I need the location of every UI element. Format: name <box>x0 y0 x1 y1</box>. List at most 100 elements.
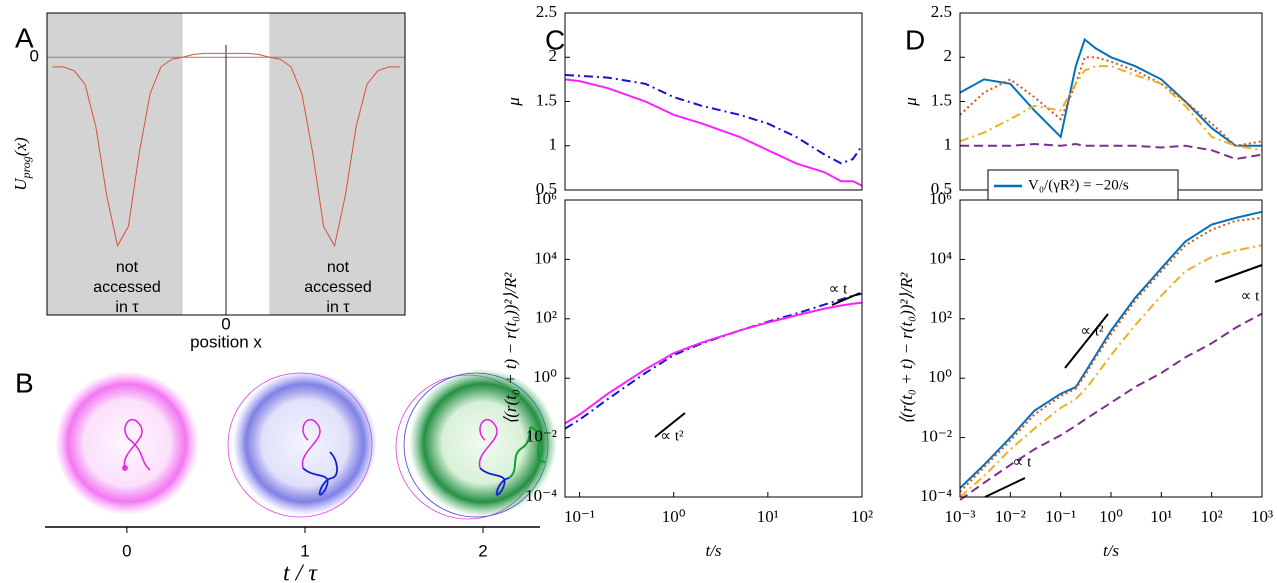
x-axis-label: position x <box>190 332 262 351</box>
series-line <box>564 292 863 430</box>
shaded-region <box>47 13 183 315</box>
y-tick-label: 0.5 <box>931 179 952 198</box>
annotation: accessed <box>93 279 161 296</box>
shaded-region <box>269 13 405 315</box>
y-axis-label-tail: (x) <box>11 137 30 156</box>
x-tick-label: 0 <box>221 314 230 333</box>
x-axis-label: t/s <box>1103 541 1119 560</box>
annotation: not <box>327 259 350 276</box>
legend-label: V₀/(γR²) = −20/s <box>1028 177 1129 193</box>
panel-label: B <box>15 367 34 398</box>
annotation: ∝ t² <box>1080 323 1104 339</box>
y-axis-label: ⟨(r(t₀ + t) − r(t₀))²⟩/R² <box>501 272 520 425</box>
x-tick-label: 10⁻¹ <box>564 507 595 526</box>
cell-green <box>409 369 557 517</box>
annotation: ∝ t² <box>660 428 684 444</box>
y-axis-label: ⟨(r(t₀ + t) − r(t₀))²⟩/R² <box>897 272 916 425</box>
y-axis-label: μ <box>901 97 920 107</box>
slope-guide <box>1214 264 1263 283</box>
plot-frame <box>564 12 863 191</box>
slope-guide <box>1064 313 1109 369</box>
series-line <box>959 210 1263 489</box>
annotation: in τ <box>115 299 139 316</box>
y-tick-label: 10⁴ <box>929 248 952 267</box>
plot-frame <box>959 199 1263 498</box>
panel-b-diagram <box>55 369 557 520</box>
series-line <box>564 78 863 187</box>
y-axis-label-main: μ <box>504 97 523 107</box>
x-tick-label: 10⁰ <box>662 507 686 526</box>
trajectory <box>123 418 151 471</box>
x-axis-label: t/s <box>705 541 721 560</box>
slope-guide <box>654 412 686 438</box>
y-axis-label-sub: prog <box>19 156 33 179</box>
series-line <box>960 142 1263 161</box>
y-tick-label: 10⁶ <box>534 189 557 208</box>
trajectory <box>508 426 546 479</box>
plot-area <box>565 13 862 190</box>
x-tick-label: 10⁻¹ <box>1045 507 1076 526</box>
series-line <box>959 37 1262 147</box>
x-tick-label: 10¹ <box>757 507 779 526</box>
y-tick-label: 0 <box>30 47 39 66</box>
y-tick-label: 10⁻² <box>921 427 952 446</box>
x-tick-label: 1 <box>300 541 309 560</box>
y-tick-label: 1 <box>549 135 558 154</box>
y-tick-label: 10⁰ <box>533 367 557 386</box>
series-line <box>52 52 400 248</box>
x-tick-label: 2 <box>478 541 487 560</box>
y-tick-label: 10⁴ <box>534 248 557 267</box>
y-tick-label: 1.5 <box>931 90 952 109</box>
y-tick-label: 1 <box>944 135 953 154</box>
plot-frame <box>564 199 863 498</box>
trajectory <box>301 418 321 469</box>
annotation: ∝ t <box>1241 288 1260 304</box>
annotation: ∝ t <box>829 281 848 297</box>
plot-area <box>960 13 1262 190</box>
series-line <box>959 312 1263 501</box>
y-tick-label: 2.5 <box>536 2 557 21</box>
y-tick-label: 10⁶ <box>929 189 952 208</box>
y-tick-label: 2 <box>944 46 953 65</box>
plot-area <box>565 200 862 497</box>
series-line <box>564 74 863 165</box>
x-tick-label: 10⁰ <box>1099 507 1123 526</box>
cell-blue <box>233 371 377 515</box>
y-axis-label-main: U <box>11 177 30 191</box>
x-tick-label: 10² <box>1201 507 1223 526</box>
trajectory <box>479 467 510 496</box>
x-tick-label: 10³ <box>1251 507 1273 526</box>
x-tick-label: 10⁻³ <box>944 507 975 526</box>
x-tick-label: 10⁻² <box>995 507 1026 526</box>
cell-pink <box>55 371 199 515</box>
x-axis-label: t / τ <box>283 561 318 583</box>
y-tick-label: 2 <box>549 46 558 65</box>
y-axis-label-main: μ <box>901 97 920 107</box>
y-tick-label: 2.5 <box>931 2 952 21</box>
y-axis-label-main: ⟨(r(t₀ + t) − r(t₀))²⟩/R² <box>897 272 916 425</box>
x-tick-label: 10¹ <box>1150 507 1172 526</box>
series-line <box>959 244 1263 498</box>
annotation: accessed <box>304 279 372 296</box>
y-axis-label-main: ⟨(r(t₀ + t) − r(t₀))²⟩/R² <box>501 272 520 425</box>
y-axis-label: Uprog(x) <box>11 137 33 191</box>
y-tick-label: 0.5 <box>536 179 557 198</box>
series-line <box>564 301 863 425</box>
y-tick-label: 10⁻² <box>526 427 557 446</box>
slope-guide <box>831 292 861 306</box>
panel-label: C <box>545 24 565 55</box>
x-tick-label: 10² <box>851 507 873 526</box>
trajectory <box>478 418 498 469</box>
annotation: in τ <box>326 299 350 316</box>
plot-area <box>960 200 1262 497</box>
panel-label: D <box>905 24 925 55</box>
x-tick-label: 0 <box>122 541 131 560</box>
panel-label: A <box>15 22 34 53</box>
y-axis-label: μ <box>504 97 523 107</box>
annotation: not <box>116 259 139 276</box>
trajectory <box>302 451 338 496</box>
y-tick-label: 10² <box>535 308 557 327</box>
plot-frame <box>46 12 406 316</box>
